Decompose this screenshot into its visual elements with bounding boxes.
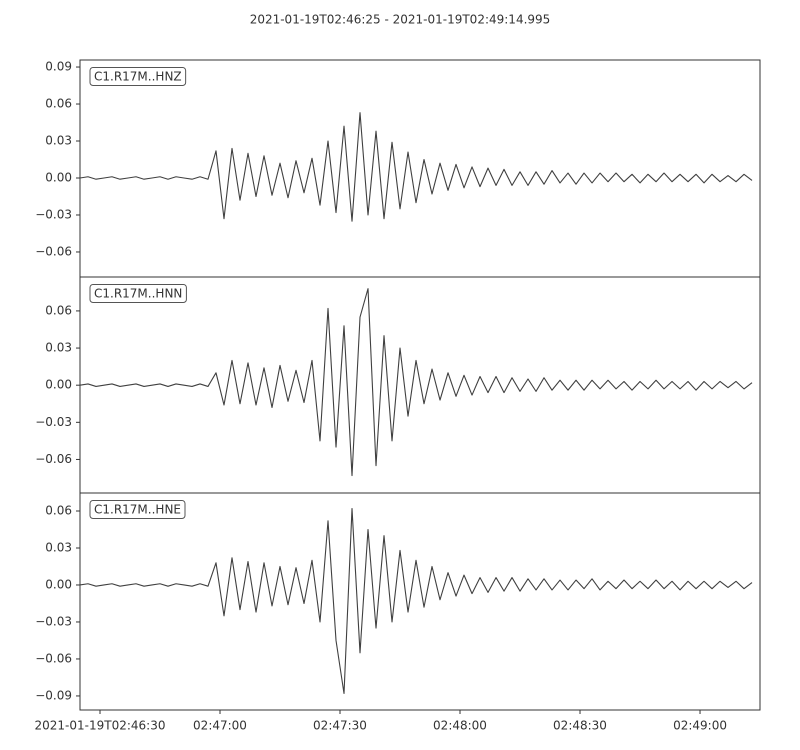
trace-label: C1.R17M..HNN [94, 287, 182, 301]
x-tick-label: 2021-01-19T02:46:30 [35, 719, 166, 733]
x-tick-label: 02:47:00 [193, 719, 247, 733]
y-tick-label: 0.03 [45, 341, 72, 355]
trace-label-box [89, 500, 186, 519]
y-tick-label: −0.06 [35, 651, 72, 665]
y-tick-label: −0.06 [35, 452, 72, 466]
trace-label-box [89, 67, 187, 86]
trace-label-box [89, 284, 187, 303]
y-tick-label: −0.03 [35, 207, 72, 221]
trace-label: C1.R17M..HNZ [94, 70, 182, 84]
y-tick-label: 0.06 [45, 504, 72, 518]
y-tick-label: 0.03 [45, 134, 72, 148]
y-tick-label: −0.06 [35, 244, 72, 258]
trace [79, 507, 753, 695]
trace-label: C1.R17M..HNE [94, 503, 181, 517]
plot-frame [79, 492, 761, 711]
y-tick-label: 0.00 [45, 577, 72, 591]
y-tick-label: 0.03 [45, 540, 72, 554]
x-tick-label: 02:47:30 [313, 719, 367, 733]
y-tick-label: 0.00 [45, 378, 72, 392]
y-tick-label: −0.09 [35, 688, 72, 702]
x-tick-label: 02:49:00 [673, 719, 727, 733]
x-tick-label: 02:48:30 [553, 719, 607, 733]
x-tick-label: 02:48:00 [433, 719, 487, 733]
chart-title: 2021-01-19T02:46:25 - 2021-01-19T02:49:1… [250, 13, 551, 27]
trace [79, 288, 753, 477]
trace [79, 112, 753, 222]
y-tick-label: 0.00 [45, 170, 72, 184]
y-tick-label: −0.03 [35, 415, 72, 429]
y-tick-label: −0.03 [35, 614, 72, 628]
y-tick-label: 0.06 [45, 303, 72, 317]
y-tick-label: 0.09 [45, 60, 72, 74]
y-tick-label: 0.06 [45, 97, 72, 111]
